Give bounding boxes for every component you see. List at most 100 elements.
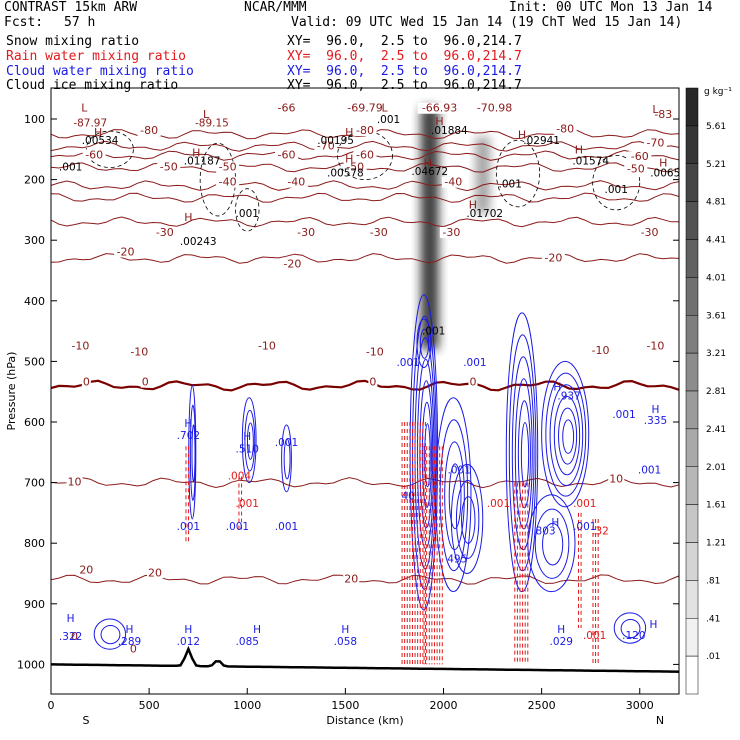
colorbar-swatch-2 — [685, 163, 699, 202]
field-label-60: H — [553, 381, 561, 393]
legend-rain: Rain water mixing ratio — [6, 49, 187, 64]
cloud-contour-6-0 — [281, 424, 292, 493]
colorbar-label-5: 3.61 — [706, 311, 726, 321]
colorbar-swatch-12 — [685, 542, 699, 581]
field-label-49: H — [67, 613, 75, 625]
field-label-16: .01702 — [466, 208, 503, 220]
plot-frame — [50, 87, 680, 695]
colorbar-swatch-6 — [685, 315, 699, 354]
field-label-40: 40 — [401, 491, 414, 503]
field-label-22: .001 — [612, 409, 635, 421]
temp-label-bg-45 — [128, 643, 138, 655]
temp-label-11: -60 — [278, 148, 296, 161]
temp-label-bg-13 — [628, 151, 652, 163]
cloud-contour-3-1 — [545, 372, 587, 497]
cloud-contour-7-1 — [419, 328, 430, 359]
temp-label-bg-25 — [638, 226, 662, 238]
x-tick-label-1000: 1000 — [233, 699, 261, 712]
field-label-42: .289 — [118, 636, 141, 648]
temp-label-bg-19 — [284, 176, 308, 188]
temp-label-bg-31 — [255, 340, 279, 352]
temp-label-15: -50 — [219, 161, 237, 174]
y-tick-label-100: 100 — [24, 113, 45, 126]
temp-label-bg-28 — [541, 252, 565, 264]
ice-contour-3 — [496, 139, 541, 208]
cloud-contour-10-1 — [620, 618, 641, 639]
temp-label-bg-20 — [441, 176, 465, 188]
cloud-contour-8-1 — [455, 480, 480, 559]
field-label-32: .001 — [573, 498, 596, 510]
temp-label-45: 0 — [130, 642, 137, 655]
temp-contour--10 — [51, 253, 679, 264]
y-tick-label-1000: 1000 — [17, 658, 45, 671]
temp-label-4: -70 — [646, 136, 664, 149]
x-tick-label-1500: 1500 — [331, 699, 359, 712]
colorbar-label-2: 4.81 — [706, 198, 726, 208]
colorbar-label-10: 1.61 — [706, 501, 726, 511]
temp-contour--20 — [51, 216, 679, 228]
extrema-label-7: H — [345, 153, 353, 166]
temp-label-bg-5 — [275, 102, 298, 114]
colorbar-label-13: .41 — [706, 614, 720, 624]
temp-label-bg-1 — [353, 125, 377, 137]
cloud-contour-3-3 — [553, 395, 581, 476]
temp-label-bg-38 — [468, 376, 478, 388]
field-label-36: .001 — [573, 521, 596, 533]
temp-contour-20 — [51, 574, 679, 585]
colorbar-swatch-1 — [685, 125, 699, 164]
temp-contour-10 — [51, 477, 679, 489]
y-tick-label-700: 700 — [24, 477, 45, 490]
temp-label-24: -30 — [442, 226, 460, 239]
cloud-contour-2-1 — [508, 334, 537, 572]
field-label-52: H — [253, 624, 261, 636]
temp-label-bg-36 — [140, 376, 150, 388]
field-label-13: .001 — [499, 178, 522, 190]
temp-label-bg-44 — [70, 631, 80, 643]
cloud-contour-0-6 — [424, 423, 431, 488]
extrema-label-5: H — [192, 147, 200, 160]
field-label-8: .01574 — [572, 155, 609, 167]
forecast-hour: 57 h — [64, 15, 96, 30]
temp-label-44: 0 — [71, 630, 78, 643]
cloud-contour-3-4 — [558, 407, 578, 465]
y-tick-label-900: 900 — [24, 598, 45, 611]
extrema-label-14: H — [184, 211, 192, 224]
colorbar-label-12: .81 — [706, 576, 720, 586]
temp-label-bg-18 — [216, 176, 240, 188]
temp-label-bg-16 — [343, 161, 367, 173]
x-axis-label: Distance (km) — [326, 714, 403, 727]
temp-label-34: -10 — [646, 339, 664, 352]
y-tick-label-300: 300 — [24, 234, 45, 247]
colorbar-swatch-9 — [685, 428, 699, 467]
temp-label-19: -40 — [287, 176, 305, 189]
temp-label-bg-34 — [643, 340, 667, 352]
snow-column-1 — [475, 137, 490, 213]
temp-label-bg-11 — [275, 149, 298, 161]
legend-ice-xy: XY= 96.0, 2.5 to 96.0,214.7 — [287, 78, 522, 93]
colorbar-swatch-11 — [685, 504, 699, 543]
y-tick-label-600: 600 — [24, 416, 45, 429]
cloud-contour-6-1 — [283, 438, 291, 480]
field-label-0: -87.97 — [73, 117, 107, 129]
colorbar-swatch-8 — [685, 390, 699, 430]
temp-label-bg-33 — [589, 345, 612, 357]
field-label-37: 803 — [536, 526, 556, 538]
snow-column-0 — [420, 106, 439, 350]
extrema-label-13: H — [659, 156, 667, 169]
field-label-55: H — [650, 619, 658, 631]
field-label-11: .04672 — [411, 166, 448, 178]
field-label-41: .322 — [59, 631, 82, 643]
field-label-4: .01884 — [431, 125, 468, 137]
y-tick-label-800: 800 — [24, 537, 45, 550]
temp-label-0: -80 — [140, 124, 158, 137]
temp-label-bg-43 — [343, 573, 360, 585]
field-label-58: H — [551, 517, 559, 529]
cloud-contour-7-0 — [416, 318, 432, 368]
colorbar-swatch-5 — [685, 277, 699, 316]
temp-label-5: -66 — [278, 102, 296, 115]
colorbar-swatch-10 — [685, 466, 699, 505]
ice-contour-5 — [235, 188, 260, 232]
cloud-contour-1-0 — [435, 397, 472, 593]
field-label-43: .012 — [177, 636, 200, 648]
